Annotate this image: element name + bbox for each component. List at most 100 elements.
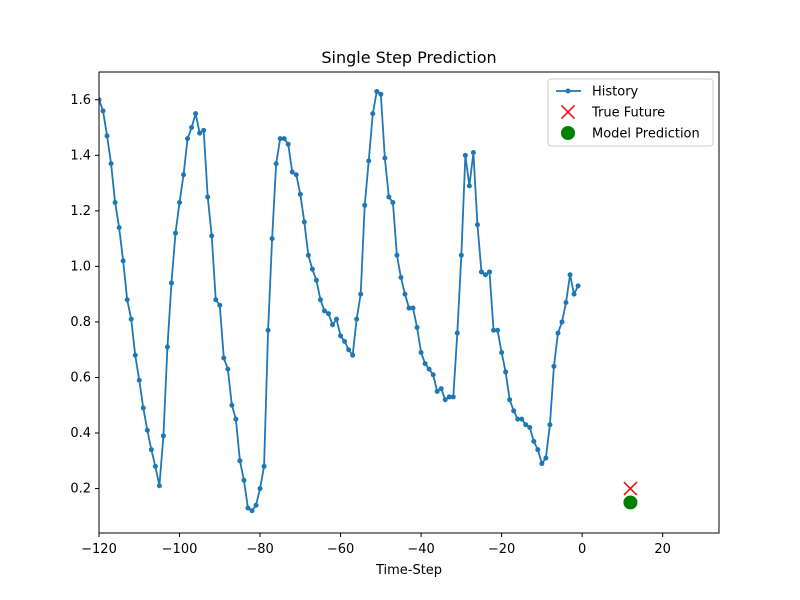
history-data-point [293,172,299,178]
history-data-point [491,327,497,333]
history-data-point [559,319,565,325]
plot-layer [99,88,638,514]
history-data-point [398,275,404,281]
history-data-point [527,424,533,430]
history-data-point [478,269,484,275]
legend-model-prediction-marker [561,126,575,140]
history-data-point [438,386,444,392]
history-data-point [547,422,553,428]
y-tick-label: 1.2 [70,204,91,219]
history-data-point [571,291,577,297]
y-tick-label: 1.0 [70,259,91,274]
history-data-point [374,88,380,94]
history-data-point [205,194,211,200]
true-future-marker [623,481,638,496]
history-data-point [410,305,416,311]
history-data-point [221,355,227,361]
history-data-point [366,158,372,164]
x-axis-label: Time-Step [375,563,442,578]
history-data-point [144,427,150,433]
history-data-point [201,127,207,133]
history-data-point [233,416,239,422]
history-data-point [519,416,525,422]
history-data-point [164,344,170,350]
x-tick-label: −40 [407,542,434,557]
history-data-point [511,408,517,414]
history-data-point [402,291,408,297]
history-data-point [108,161,114,167]
history-data-point [305,252,311,258]
history-data-point [325,311,331,317]
history-data-point [181,172,187,178]
history-data-point [539,461,545,467]
legend-history-point [565,88,571,94]
history-data-point [172,230,178,236]
history-data-point [567,272,573,278]
history-data-point [482,272,488,278]
history-data-point [430,372,436,378]
history-data-point [321,308,327,314]
history-data-point [297,191,303,197]
x-tick-label: 0 [578,542,586,557]
history-data-point [116,225,122,231]
history-data-point [148,447,154,453]
history-data-point [354,316,360,322]
history-data-point [382,155,388,161]
history-data-point [265,327,271,333]
y-tick-label: 0.2 [70,482,91,497]
legend-layer: History True Future Model Prediction [547,78,714,147]
history-data-point [197,130,203,136]
legend-label: True Future [591,106,665,121]
history-data-point [289,169,295,175]
history-data-point [575,283,581,289]
history-data-point [241,477,247,483]
y-tick-label: 1.6 [70,93,91,108]
history-data-point [330,322,336,328]
history-data-point [555,330,561,336]
history-data-point [503,369,509,375]
y-tick-label: 0.8 [70,315,91,330]
history-data-point [551,363,557,369]
history-data-point [543,455,549,461]
history-data-point [390,200,396,206]
history-data-point [458,252,464,258]
history-data-point [309,266,315,272]
x-tick-label: −20 [488,542,515,557]
x-tick-label: −120 [81,542,117,557]
history-data-point [386,194,392,200]
history-data-point [358,291,364,297]
history-data-point [378,91,384,97]
history-data-point [394,252,400,258]
history-data-point [168,280,174,286]
history-data-point [136,377,142,383]
history-data-point [229,402,235,408]
history-data-point [515,416,521,422]
legend-label: Model Prediction [592,127,700,142]
history-data-point [495,327,501,333]
history-data-point [434,388,440,394]
history-data-point [185,136,191,142]
history-data-point [422,361,428,367]
history-data-point [249,508,255,514]
y-tick-label: 0.4 [70,426,91,441]
x-tick-label: −60 [327,542,354,557]
history-data-point [507,397,513,403]
x-tick-label: 20 [654,542,671,557]
axes-layer: −120 −100 −80 −60 −40 −20 0 20 0.2 0.4 0.6 0.8 1.0 1.… [70,71,720,557]
y-tick-label: 1.4 [70,148,91,163]
history-data-point [253,502,259,508]
chart-title: Single Step Prediction [321,48,496,67]
history-data-point [317,297,323,303]
history-data-point [237,458,243,464]
history-data-point [225,366,231,372]
history-data-point [450,394,456,400]
history-data-point [563,300,569,305]
history-data-point [342,338,348,344]
history-data-point [281,136,287,142]
history-data-point [124,297,130,303]
history-data-point [120,258,126,264]
history-data-point [99,97,102,103]
history-data-point [209,233,215,239]
